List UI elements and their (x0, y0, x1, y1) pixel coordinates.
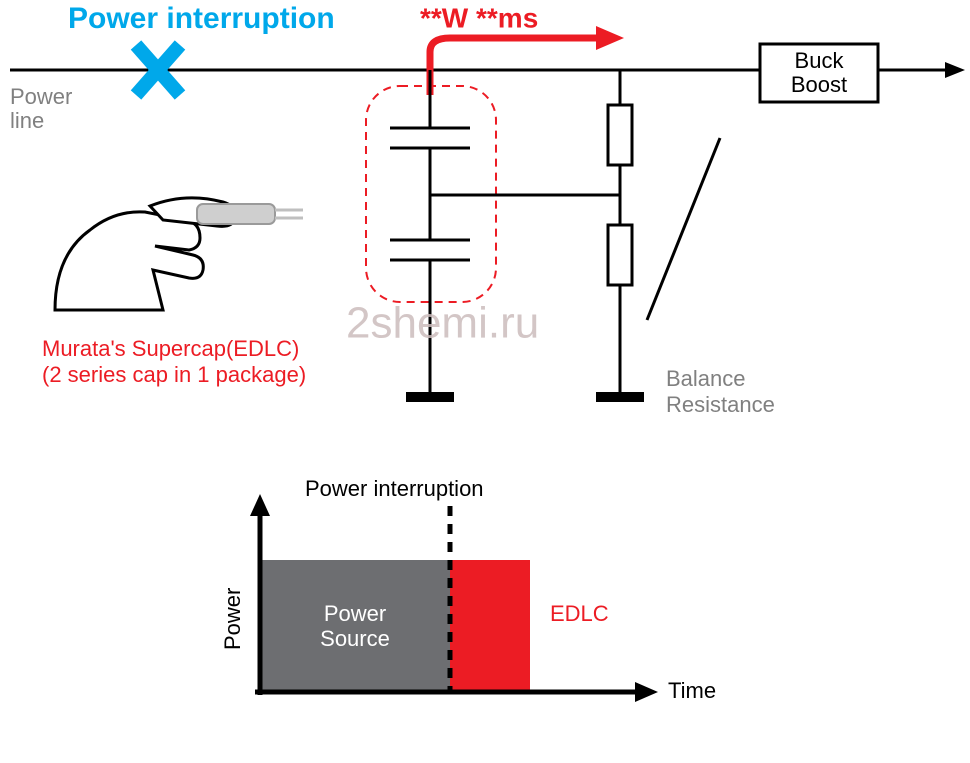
balance-caption-2: Resistance (666, 392, 775, 417)
power-line-label-1: Power (10, 84, 72, 109)
balance-caption-1: Balance (666, 366, 746, 391)
power-line-arrowhead (945, 62, 965, 78)
balance-callout-line (647, 138, 720, 320)
chart-power-source-label-2: Source (320, 626, 390, 651)
buck-boost-label-2: Boost (791, 72, 847, 97)
chart-y-label: Power (220, 588, 245, 650)
chart-x-label: Time (668, 678, 716, 703)
red-power-arrow (430, 26, 624, 95)
chart-power-source-label-1: Power (324, 601, 386, 626)
power-line-label-2: line (10, 108, 44, 133)
chart-edlc-label: EDLC (550, 601, 609, 626)
power-spec-label: **W **ms (420, 2, 538, 33)
supercap-caption-2: (2 series cap in 1 package) (42, 362, 306, 387)
buck-boost-label-1: Buck (795, 48, 845, 73)
gnd-cap (406, 392, 454, 402)
supercap-caption-1: Murata's Supercap(EDLC) (42, 336, 299, 361)
gnd-res (596, 392, 644, 402)
diagram-canvas: Power line Power interruption **W **ms B… (0, 0, 970, 763)
watermark-text: 2shemi.ru (346, 299, 539, 348)
power-time-chart: Power interruption Power Source EDLC Tim… (220, 476, 716, 703)
chart-title: Power interruption (305, 476, 484, 501)
chart-edlc-bar (450, 560, 530, 690)
hand-icon (55, 198, 303, 310)
title-text: Power interruption (68, 2, 335, 35)
balance-resistor-stack (608, 70, 632, 392)
